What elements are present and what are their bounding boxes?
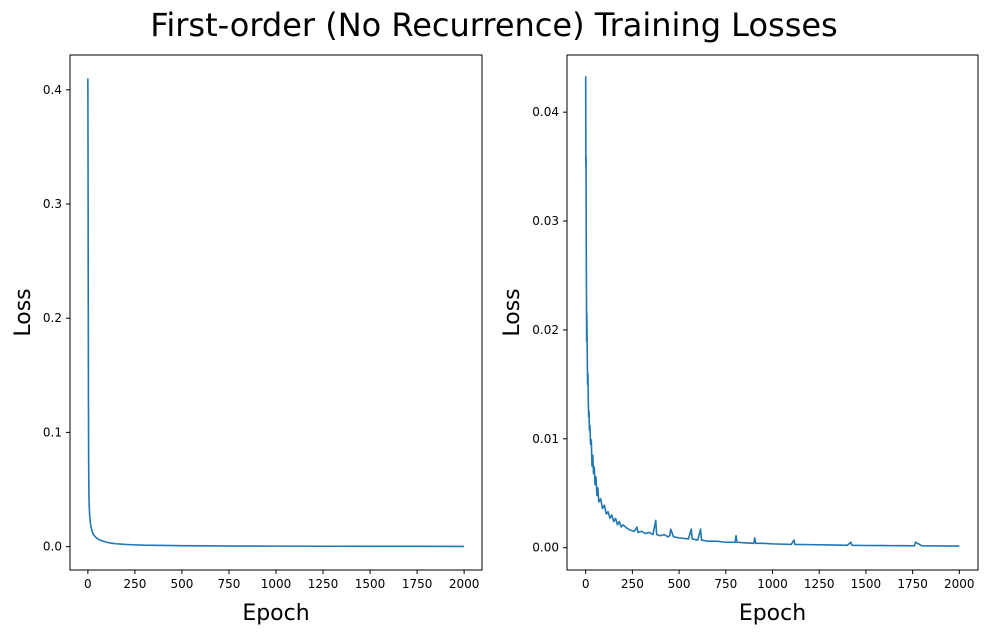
y-tick-label: 0.00: [532, 541, 559, 555]
x-axis-label: Epoch: [739, 601, 806, 626]
x-tick-label: 1250: [308, 577, 339, 591]
y-tick-label: 0.3: [43, 197, 62, 211]
x-tick-label: 750: [218, 577, 241, 591]
x-tick-label: 250: [621, 577, 644, 591]
x-tick-label: 2000: [449, 577, 480, 591]
x-tick-label: 500: [170, 577, 193, 591]
y-tick-label: 0.01: [532, 432, 559, 446]
y-tick-label: 0.1: [43, 425, 62, 439]
figure-title: First-order (No Recurrence) Training Los…: [150, 6, 837, 44]
x-tick-label: 1000: [757, 577, 788, 591]
left-subplot: 0 250 500 750 1000 1250 1500 1750 2000 0.0 0.1 0.2 0…: [11, 54, 483, 626]
y-tick-label: 0.04: [532, 105, 559, 119]
x-tick-label: 250: [123, 577, 146, 591]
x-tick-label: 2000: [944, 577, 975, 591]
right-subplot: 0 250 500 750 1000 1250 1500 1750 2000 0.00 0.01 0.…: [500, 54, 979, 626]
x-tick-label: 1250: [804, 577, 835, 591]
loss-line-series-0: [584, 76, 960, 547]
x-tick-label: 0: [84, 577, 92, 591]
x-tick-label: 1750: [897, 577, 928, 591]
x-tick-label: 500: [668, 577, 691, 591]
axes-frame: [566, 54, 979, 571]
x-tick-label: 1500: [851, 577, 882, 591]
y-tick-label: 0.03: [532, 214, 559, 228]
y-axis-label: Loss: [500, 288, 525, 336]
x-tick-label: 1000: [261, 577, 292, 591]
x-tick-label: 750: [714, 577, 737, 591]
y-tick-label: 0.02: [532, 323, 559, 337]
x-tick-label: 1500: [355, 577, 386, 591]
x-axis-label: Epoch: [242, 601, 309, 626]
x-tick-label: 0: [582, 577, 590, 591]
y-axis-label: Loss: [11, 288, 36, 336]
axes-frame: [69, 54, 483, 571]
x-tick-label: 1750: [402, 577, 433, 591]
y-tick-label: 0.4: [43, 83, 62, 97]
y-tick-label: 0.2: [43, 311, 62, 325]
y-tick-label: 0.0: [43, 540, 62, 554]
loss-line-series-0: [87, 78, 465, 548]
